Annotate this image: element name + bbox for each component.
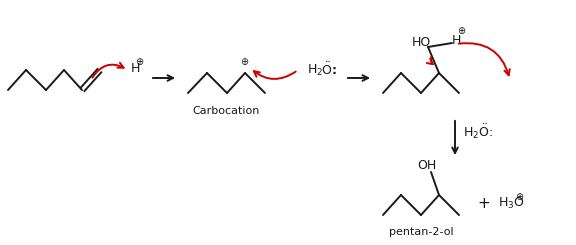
Text: HO: HO bbox=[411, 36, 431, 49]
Text: $\ddot{\mathrm{O}}$: $\ddot{\mathrm{O}}$ bbox=[321, 62, 332, 78]
Text: $\oplus$: $\oplus$ bbox=[240, 56, 249, 66]
Text: pentan-2-ol: pentan-2-ol bbox=[389, 227, 453, 237]
Text: $\oplus$: $\oplus$ bbox=[516, 191, 525, 201]
Text: :: : bbox=[332, 63, 337, 76]
Text: H: H bbox=[131, 61, 141, 74]
Text: OH: OH bbox=[418, 159, 437, 172]
Text: H$_2$: H$_2$ bbox=[307, 62, 323, 78]
Text: $+$: $+$ bbox=[478, 196, 491, 210]
Text: H$_2\ddot{\mathrm{O}}$:: H$_2\ddot{\mathrm{O}}$: bbox=[463, 123, 493, 141]
Text: $\oplus$: $\oplus$ bbox=[457, 25, 467, 37]
Text: H$_3$O: H$_3$O bbox=[498, 196, 525, 210]
Text: $\oplus$: $\oplus$ bbox=[135, 56, 145, 66]
Text: H: H bbox=[452, 35, 461, 48]
Text: Carbocation: Carbocation bbox=[192, 106, 260, 116]
